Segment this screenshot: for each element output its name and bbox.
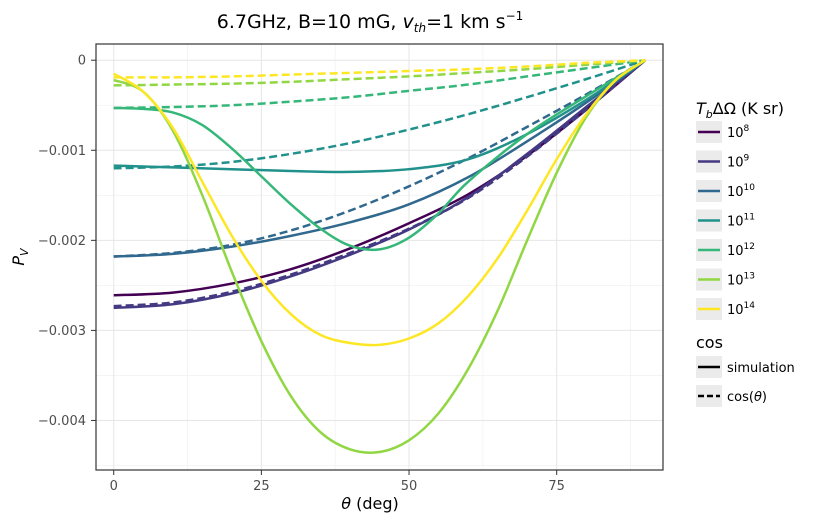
series-line-10-9-cos (113, 59, 647, 308)
panel-border (95, 43, 664, 471)
legend-color-label-exp: 14 (744, 301, 756, 311)
legend-color-label: 109 (727, 154, 750, 171)
y-axis-title: PV (9, 247, 31, 266)
x-tick-label: 75 (548, 479, 565, 494)
legend-cos-sym: θ (754, 390, 762, 405)
series-line-10-10-simulation (113, 59, 647, 258)
series-line-10-12-simulation (113, 59, 646, 252)
y-tick-label: −0.003 (38, 324, 86, 339)
series-layer (113, 58, 647, 454)
legend-color-label-exp: 9 (744, 154, 750, 164)
legend-color-label: 1010 (727, 183, 755, 200)
series-line-10-8-simulation (113, 59, 647, 297)
legend-style-title: cos (696, 333, 723, 352)
grid-major (96, 44, 663, 470)
legend-color-title-sub: b (706, 108, 713, 121)
legend-color-item: 1014 (696, 298, 755, 320)
y-tick-label: −0.001 (38, 144, 86, 159)
grid-minor (96, 44, 663, 470)
legend-color-item: 109 (696, 150, 750, 173)
series-line-10-14-cos (113, 58, 646, 79)
title-rest: =1 km s (426, 11, 506, 33)
x-tick-label: 0 (110, 479, 118, 494)
legend-color-label-base: 10 (727, 185, 744, 200)
title-main: 6.7GHz, B=10 mG, (217, 11, 403, 33)
x-tick-label: 50 (401, 479, 418, 494)
legend-color-label-base: 10 (727, 215, 744, 230)
legend-color-item: 1011 (696, 209, 755, 232)
y-tick-label: −0.004 (38, 414, 86, 429)
plot-panel (95, 43, 664, 471)
legend-style: cos simulation cos(θ) (696, 333, 795, 407)
legend-color-item: 108 (696, 121, 750, 143)
y-axis-title-sym: P (9, 256, 28, 266)
legend-color-label: 1013 (727, 272, 755, 289)
legend-color-label: 1011 (727, 213, 755, 230)
series-line-10-13-simulation (113, 59, 646, 454)
y-tick-label: 0 (78, 54, 86, 69)
series-line-10-14-simulation (113, 59, 646, 347)
legend-color-title: TbΔΩ (K sr) (696, 99, 784, 121)
legend-color-item: 1012 (696, 239, 755, 261)
legend-style-label-cos: cos(θ) (727, 390, 767, 405)
legend-color-title-sym: T (696, 99, 707, 118)
legend-color-label-base: 10 (727, 303, 744, 318)
legend-style-label-simulation: simulation (727, 361, 795, 376)
series-line-10-12-cos (113, 58, 646, 110)
y-axis: 0 −0.001 −0.002 −0.003 −0.004 (38, 54, 96, 429)
legend-color-label-base: 10 (727, 126, 744, 141)
x-tick-label: 25 (253, 479, 270, 494)
series-line-10-11-cos (113, 59, 646, 170)
series-line-10-13-cos (113, 58, 646, 87)
y-axis-title-sub: V (18, 247, 31, 256)
legend-color-label-exp: 11 (744, 213, 755, 223)
legend-color-item: 1013 (696, 268, 755, 291)
chart-title: 6.7GHz, B=10 mG, vth=1 km s−1 (217, 9, 524, 35)
legend-color-title-rest: ΔΩ (K sr) (713, 99, 784, 118)
series-line-10-10-cos (113, 59, 646, 258)
legend-color-label-exp: 10 (744, 183, 756, 193)
x-axis-title-rest: (deg) (351, 494, 399, 513)
legend-color-item: 1010 (696, 180, 755, 202)
legend-color-label-base: 10 (727, 274, 744, 289)
legend-color-label-exp: 12 (744, 242, 755, 252)
x-axis-title-sym: θ (341, 494, 351, 513)
legend-style-items: simulation cos(θ) (696, 356, 795, 407)
legend-color-label-base: 10 (727, 244, 744, 259)
title-sub: th (414, 21, 426, 35)
y-tick-label: −0.002 (38, 234, 86, 249)
legend-color-label-exp: 13 (744, 272, 755, 282)
series-line-10-11-simulation (113, 59, 646, 174)
legend-style-item-simulation: simulation (696, 356, 795, 378)
legend-style-item-cos: cos(θ) (696, 385, 767, 407)
legend-color-label-exp: 8 (744, 124, 750, 134)
legend-color-label: 1012 (727, 242, 755, 259)
title-var: v (403, 11, 415, 33)
title-sup: −1 (506, 9, 524, 23)
legend-cos-post: ) (762, 390, 767, 405)
legend-color-label: 1014 (727, 301, 755, 318)
x-axis-title: θ (deg) (341, 494, 399, 513)
x-axis: 0 25 50 75 (110, 470, 565, 494)
legend-color-label-base: 10 (727, 156, 744, 171)
legend-color-label: 108 (727, 124, 750, 141)
legend-cos-pre: cos( (727, 390, 754, 405)
